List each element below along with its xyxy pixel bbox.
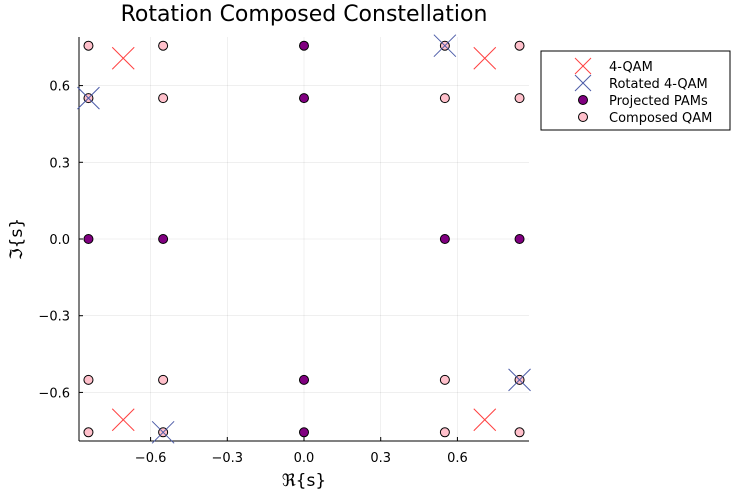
projected-pams-point (299, 427, 309, 438)
data-marks (77, 34, 531, 444)
composed-qam-point (83, 40, 94, 51)
grid-lines (79, 37, 529, 441)
projected-pams-point (83, 234, 94, 244)
x-tick-label: −0.6 (135, 451, 167, 466)
projected-pams-point (299, 374, 309, 385)
y-tick-label: −0.6 (38, 386, 70, 401)
x-tick-label: 0.6 (447, 451, 468, 466)
4-qam-point (111, 46, 135, 70)
4-qam-point (111, 408, 135, 432)
4-qam-point (473, 46, 497, 70)
legend-marker-composed-qam (578, 112, 588, 122)
rotated-4-qam-point (433, 34, 457, 58)
x-axis-label: ℜ{s} (282, 471, 326, 491)
legend-label-4-qam: 4-QAM (609, 60, 653, 75)
composed-qam-point (83, 427, 94, 438)
y-ticks: −0.6 −0.3 0.0 0.3 0.6 (38, 80, 83, 401)
projected-pams-point (299, 93, 309, 104)
rotated-4-qam-point (508, 368, 531, 392)
legend-marker-rotated-4-qam (574, 74, 592, 92)
composed-qam-point (439, 374, 450, 385)
y-tick-label: 0.6 (49, 80, 70, 95)
projected-pams-point (514, 234, 525, 244)
legend-label-rotated-4-qam: Rotated 4-QAM (609, 77, 708, 92)
composed-qam-point (158, 374, 169, 385)
x-tick-label: 0.3 (370, 451, 391, 466)
rotated-4-qam-point (151, 420, 175, 444)
rotated-4-qam-point (77, 86, 100, 110)
projected-pams-point (299, 40, 309, 51)
x-tick-label: 0.0 (294, 451, 315, 466)
composed-qam-point (514, 40, 525, 51)
composed-qam-point (158, 40, 169, 51)
composed-qam-point (439, 427, 450, 438)
x-ticks: −0.6 −0.3 0.0 0.3 0.6 (135, 437, 468, 466)
composed-qam-point (158, 93, 169, 104)
legend-marker-4-qam (574, 57, 592, 75)
y-tick-label: −0.3 (38, 310, 70, 325)
composed-qam-point (439, 93, 450, 104)
legend-marker-projected-pams (578, 95, 588, 105)
y-tick-label: 0.3 (49, 156, 70, 171)
composed-qam-point (514, 93, 525, 104)
projected-pams-point (439, 234, 450, 244)
chart-title: Rotation Composed Constellation (121, 2, 488, 27)
y-axis-label: ℑ{s} (7, 218, 27, 260)
legend-label-composed-qam: Composed QAM (609, 111, 712, 126)
legend-label-projected-pams: Projected PAMs (609, 94, 708, 109)
composed-qam-point (83, 374, 94, 385)
4-qam-point (473, 408, 497, 432)
y-tick-label: 0.0 (49, 233, 70, 248)
projected-pams-point (158, 234, 169, 244)
x-tick-label: −0.3 (212, 451, 244, 466)
legend-box (540, 50, 731, 131)
legend: 4-QAM Rotated 4-QAM Projected PAMs Composed… (540, 50, 731, 131)
composed-qam-point (514, 427, 525, 438)
